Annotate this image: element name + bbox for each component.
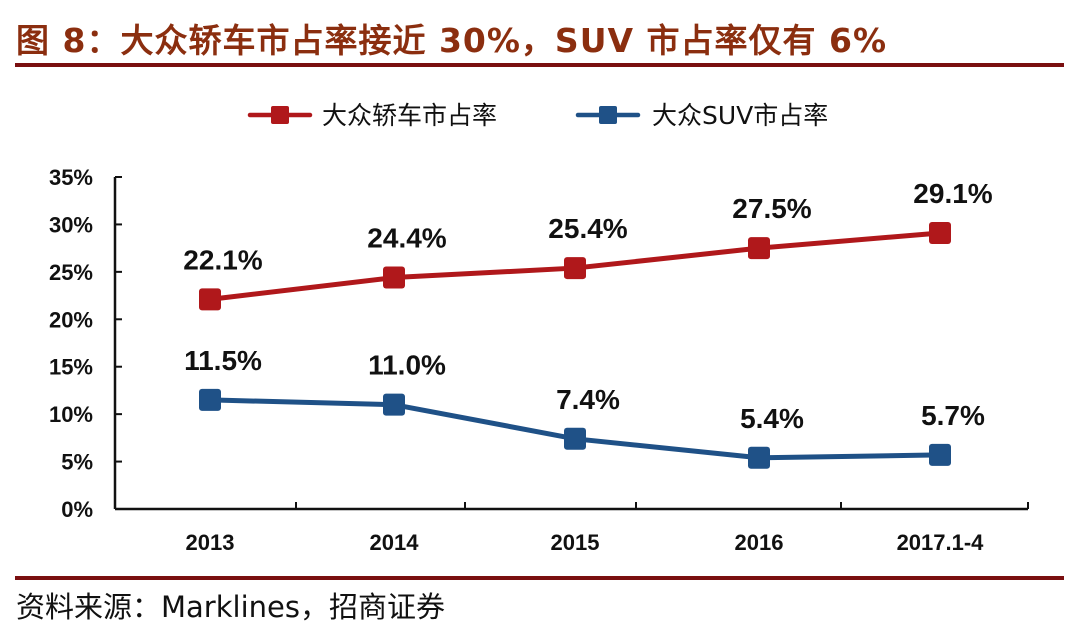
data-label: 5.7% [921, 400, 985, 431]
source-note: 资料来源：Marklines，招商证券 [16, 590, 445, 624]
y-tick-label: 30% [49, 212, 93, 237]
data-point-marker [564, 427, 586, 450]
data-label: 24.4% [367, 223, 446, 254]
y-tick-label: 20% [49, 307, 93, 332]
x-tick-label: 2017.1-4 [897, 530, 985, 555]
legend-swatch-marker [271, 106, 289, 124]
data-point-marker [748, 446, 770, 469]
data-label: 25.4% [548, 213, 627, 244]
x-tick-label: 2015 [551, 530, 600, 555]
y-tick-label: 5% [61, 450, 93, 475]
x-tick-label: 2014 [370, 530, 420, 555]
data-point-marker [929, 443, 951, 466]
data-point-marker [383, 266, 405, 289]
data-label: 5.4% [740, 403, 804, 434]
legend-label: 大众SUV市占率 [652, 101, 828, 130]
x-tick-label: 2016 [735, 530, 784, 555]
data-point-marker [383, 393, 405, 416]
data-label: 22.1% [183, 244, 262, 275]
axes: 0% 5% 10% 15% 20% 25% 30% 35% 2013 2014 2015 2016 20… [49, 165, 1029, 555]
data-point-marker [929, 221, 951, 244]
data-point-marker [564, 257, 586, 280]
y-tick-label: 10% [49, 402, 93, 427]
title-divider [15, 63, 1064, 67]
y-tick-label: 0% [61, 497, 93, 522]
data-point-marker [199, 288, 221, 311]
data-label: 29.1% [913, 178, 992, 209]
y-tick-label: 35% [49, 165, 93, 190]
legend: 大众轿车市占率 大众SUV市占率 [247, 101, 828, 130]
data-label: 27.5% [732, 193, 811, 224]
y-tick-label: 25% [49, 260, 93, 285]
legend-swatch-marker [599, 106, 617, 124]
data-point-marker [748, 237, 770, 260]
data-point-marker [199, 388, 221, 411]
x-tick-label: 2013 [186, 530, 235, 555]
data-label: 11.5% [184, 345, 262, 376]
data-label: 7.4% [556, 384, 620, 415]
data-label: 11.0% [368, 350, 446, 381]
legend-label: 大众轿车市占率 [322, 101, 497, 130]
series-layer: 22.1% 24.4% 25.4% 27.5% 29.1% 11.5% 11.0% 7.4% 5… [183, 178, 993, 469]
figure-title: 图 8：大众轿车市占率接近 30%，SUV 市占率仅有 6% [16, 21, 888, 60]
y-tick-label: 15% [49, 355, 93, 380]
source-divider [15, 576, 1064, 580]
